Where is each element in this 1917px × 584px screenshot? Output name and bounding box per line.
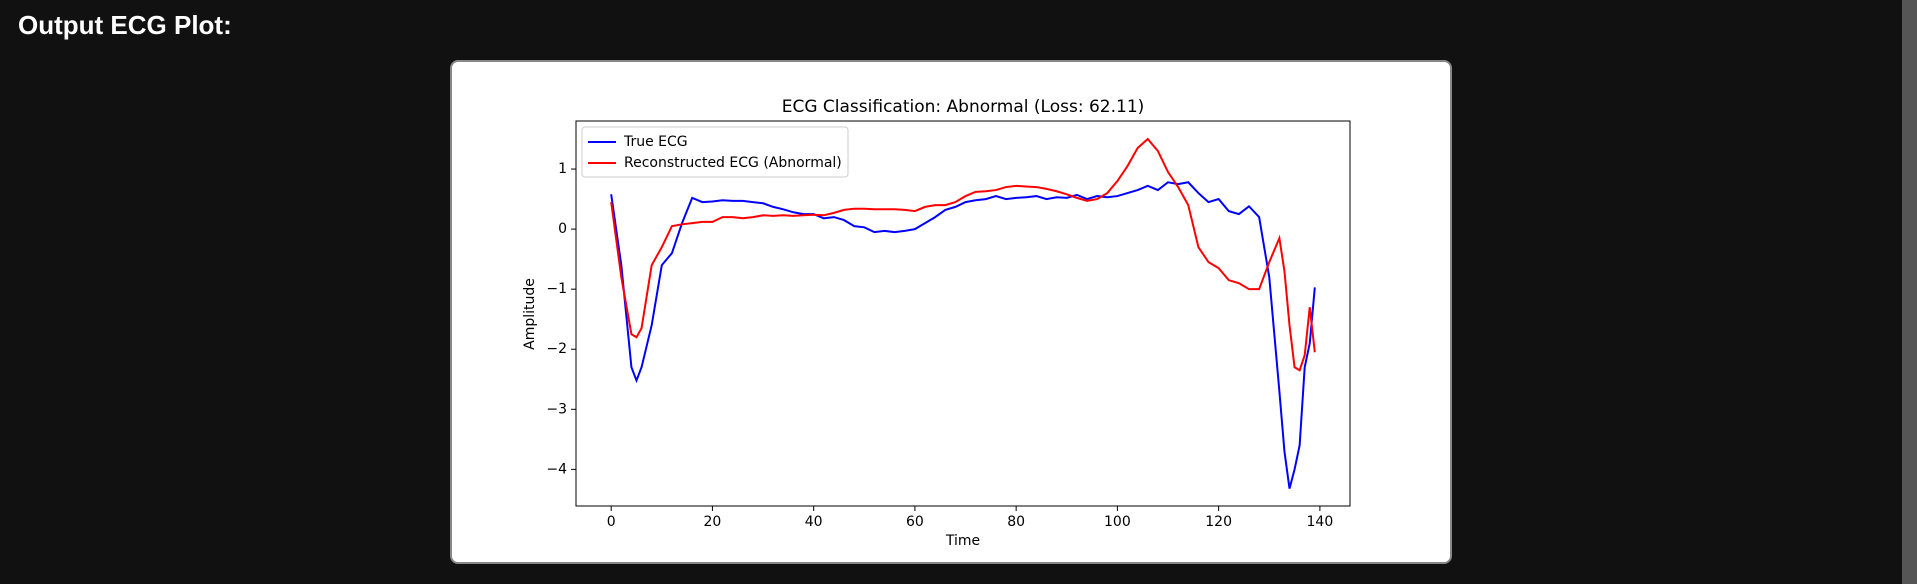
x-tick-label: 140 bbox=[1307, 514, 1334, 530]
y-tick-label: 1 bbox=[558, 161, 567, 177]
series-line bbox=[610, 181, 1316, 489]
x-tick-label: 80 bbox=[1007, 514, 1025, 530]
x-axis-label: Time bbox=[945, 533, 980, 549]
y-axis-label: Amplitude bbox=[522, 278, 538, 350]
x-tick-label: 40 bbox=[805, 514, 823, 530]
x-tick-label: 60 bbox=[906, 514, 924, 530]
series-line bbox=[610, 137, 1316, 372]
axes-frame bbox=[575, 120, 1351, 507]
y-tick-label: −2 bbox=[546, 341, 567, 357]
x-tick-label: 20 bbox=[704, 514, 722, 530]
x-tick-label: 120 bbox=[1205, 514, 1232, 530]
legend-box bbox=[581, 126, 849, 178]
x-tick-label: 0 bbox=[607, 514, 616, 530]
legend-label: Reconstructed ECG (Abnormal) bbox=[624, 155, 842, 171]
y-tick-label: −1 bbox=[546, 281, 567, 297]
y-tick-label: −3 bbox=[546, 401, 567, 417]
x-tick-label: 100 bbox=[1104, 514, 1131, 530]
y-tick-label: 0 bbox=[558, 221, 567, 237]
y-tick-label: −4 bbox=[546, 461, 567, 477]
chart-title: ECG Classification: Abnormal (Loss: 62.1… bbox=[782, 97, 1145, 117]
heading: Output ECG Plot: bbox=[18, 10, 232, 40]
legend-label: True ECG bbox=[623, 134, 688, 150]
scrollbar[interactable] bbox=[1902, 0, 1917, 584]
